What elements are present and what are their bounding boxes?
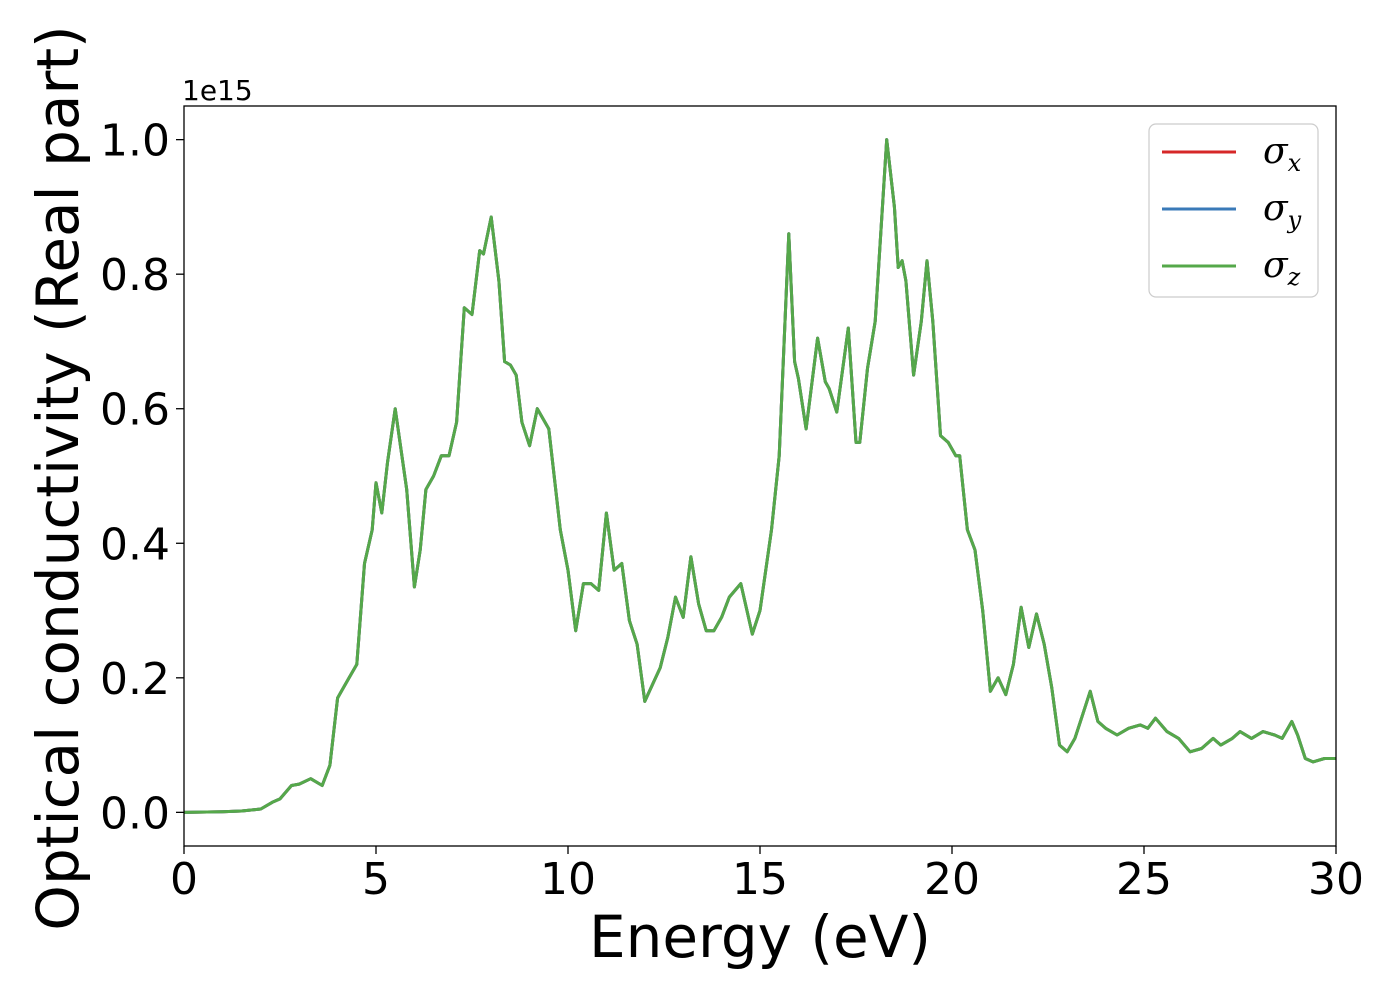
y-axis-ticks: 0.0 0.2 0.4 0.6 0.8 1.0 bbox=[100, 116, 184, 839]
x-axis-ticks: 0 5 10 15 20 25 30 bbox=[170, 846, 1364, 905]
plot-area bbox=[184, 106, 1336, 846]
legend: σx σy σz bbox=[1148, 123, 1319, 298]
x-tick-label: 5 bbox=[362, 854, 390, 905]
x-tick-label: 20 bbox=[924, 854, 980, 905]
y-offset-label: 1e15 bbox=[182, 74, 253, 107]
legend-label-x: σx bbox=[1263, 131, 1302, 177]
legend-label-z: σz bbox=[1263, 245, 1301, 291]
series-lines bbox=[184, 138, 1336, 814]
x-tick-label: 0 bbox=[170, 854, 198, 905]
x-tick-label: 10 bbox=[540, 854, 596, 905]
y-axis-title: Optical conductivity (Real part) bbox=[24, 25, 92, 930]
legend-label-y: σy bbox=[1263, 188, 1302, 234]
x-tick-label: 15 bbox=[732, 854, 788, 905]
y-tick-label: 1.0 bbox=[100, 116, 170, 167]
y-tick-label: 0.4 bbox=[100, 519, 170, 570]
y-tick-label: 0.8 bbox=[100, 250, 170, 301]
x-tick-label: 30 bbox=[1308, 854, 1364, 905]
series-line-z bbox=[184, 138, 1336, 814]
y-tick-label: 0.6 bbox=[100, 385, 170, 436]
y-tick-label: 0.2 bbox=[100, 654, 170, 705]
x-tick-label: 25 bbox=[1116, 854, 1172, 905]
y-tick-label: 0.0 bbox=[100, 788, 170, 839]
x-axis-title: Energy (eV) bbox=[589, 903, 931, 971]
